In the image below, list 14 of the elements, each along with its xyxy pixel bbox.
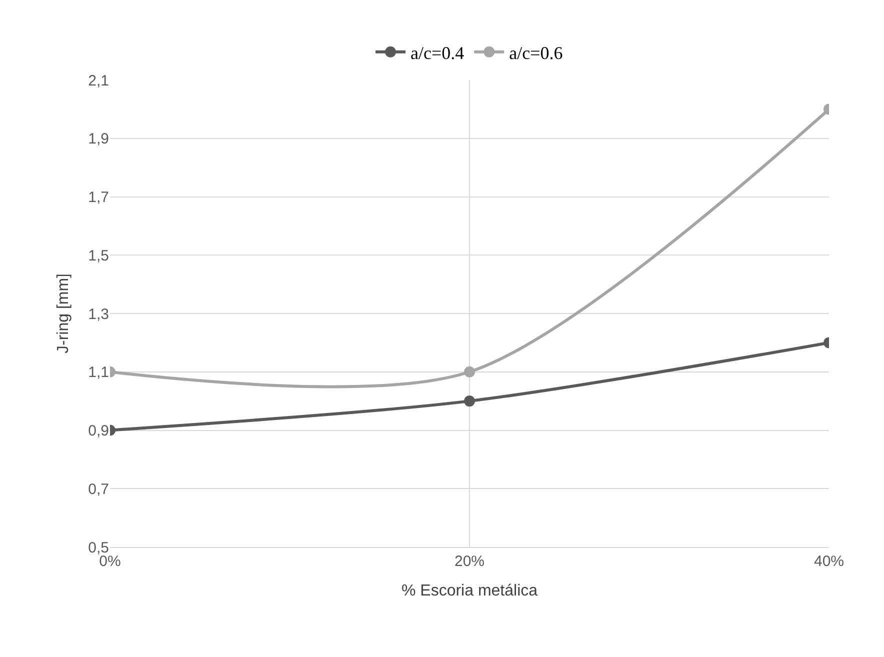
y-tick-label: 1,3 [88,306,109,323]
y-axis-title: J-ring [mm] [55,274,72,354]
y-tick-label: 2,1 [88,72,109,90]
x-axis-title: % Escoria metálica [401,582,538,600]
y-tick-label: 1,9 [88,130,109,148]
legend-label: a/c=0.4 [410,42,464,63]
y-tick-label: 1,1 [88,364,109,382]
y-tick-label: 0,9 [88,422,109,440]
legend-label: a/c=0.6 [509,42,563,63]
y-tick-label: 0,7 [88,480,109,498]
x-tick-label: 40% [814,553,844,570]
y-tick-label: 1,7 [88,189,109,206]
y-tick-label: 1,5 [88,247,109,264]
x-tick-label: 20% [454,553,485,570]
